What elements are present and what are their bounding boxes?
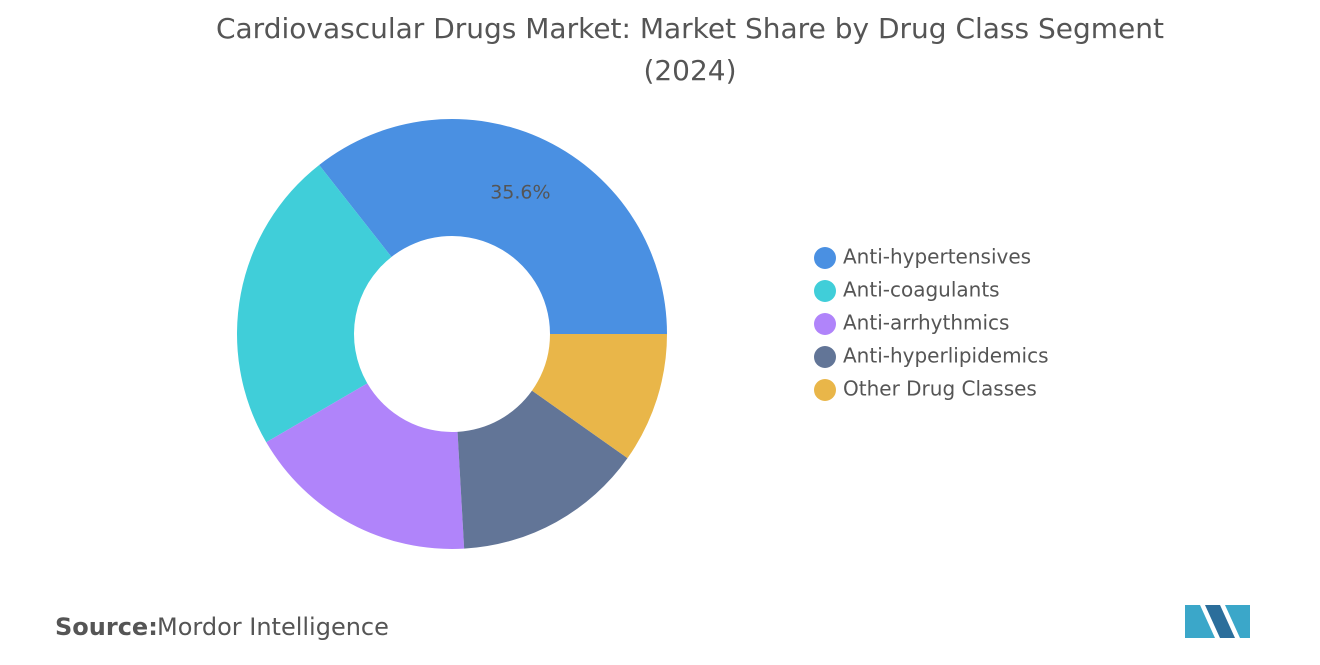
slice bbox=[266, 383, 465, 549]
legend-label: Anti-hyperlipidemics bbox=[843, 344, 1049, 368]
slice bbox=[319, 118, 667, 335]
slice bbox=[236, 164, 392, 443]
legend-label: Anti-arrhythmics bbox=[843, 311, 1009, 335]
legend-marker bbox=[814, 313, 836, 335]
data-label: 35.6% bbox=[490, 182, 550, 204]
legend-marker bbox=[814, 247, 836, 269]
legend-marker bbox=[814, 379, 836, 401]
slice bbox=[457, 390, 628, 549]
chart-title: Cardiovascular Drugs Market: Market Shar… bbox=[216, 12, 1164, 45]
source: Mordor Intelligence bbox=[157, 613, 389, 641]
legend-label: Anti-hypertensives bbox=[843, 245, 1031, 269]
chart-subtitle: (2024) bbox=[643, 54, 736, 87]
legend-marker bbox=[814, 280, 836, 302]
source-label: Source: bbox=[55, 613, 158, 641]
legend-label: Anti-coagulants bbox=[843, 278, 1000, 302]
logo bbox=[1185, 605, 1250, 638]
legend-marker bbox=[814, 346, 836, 368]
legend-label: Other Drug Classes bbox=[843, 377, 1037, 401]
slice bbox=[532, 334, 667, 459]
